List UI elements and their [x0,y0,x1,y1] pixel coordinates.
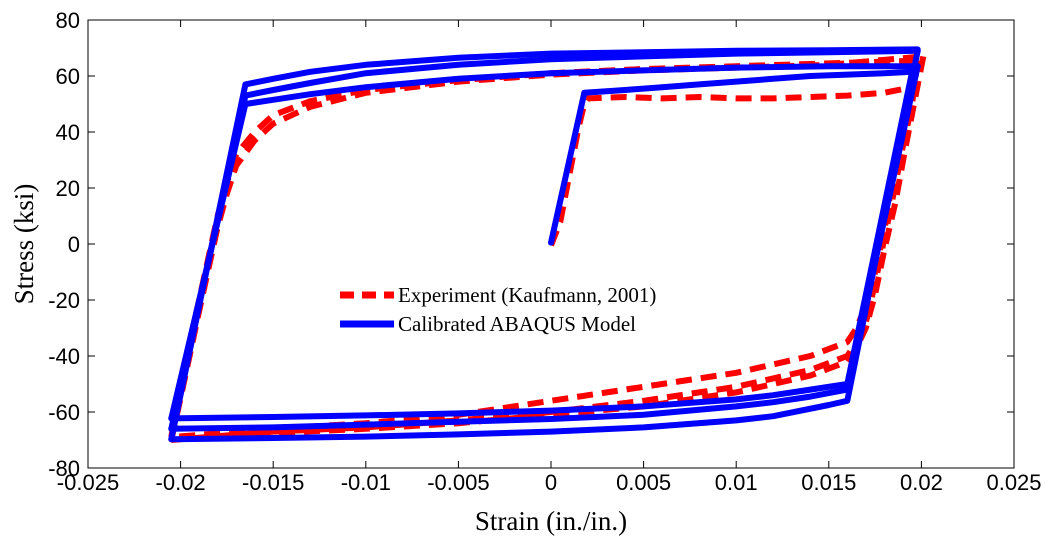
x-tick-label: 0.025 [986,470,1041,495]
y-tick-label: 40 [56,120,80,145]
x-tick-label: -0.02 [156,470,206,495]
y-tick-label: -20 [48,288,80,313]
legend-label-abaqus: Calibrated ABAQUS Model [398,312,636,336]
y-tick-label: -40 [48,344,80,369]
series-line-segment [168,63,921,422]
y-tick-label: -60 [48,400,80,425]
x-tick-label: 0 [545,470,557,495]
x-axis-title: Strain (in./in.) [475,506,627,536]
x-tick-label: 0.02 [900,470,943,495]
y-tick-label: -80 [48,456,80,481]
series-line-segment [171,60,921,443]
y-tick-label: 60 [56,64,80,89]
y-axis: -80 -60 -40 -20 0 20 40 60 80 [48,8,1014,481]
x-tick-label: -0.025 [57,470,119,495]
series-line-segment [168,46,921,443]
y-tick-label: 20 [56,176,80,201]
series-line-segment [168,63,921,432]
legend-label-experiment: Experiment (Kaufmann, 2001) [398,283,656,307]
series-line-segment [548,68,916,246]
x-tick-label: -0.01 [341,470,391,495]
x-tick-label: 0.005 [616,470,671,495]
series-line-segment [168,47,921,443]
x-axis: -0.025 -0.02 -0.015 -0.01 -0.005 0 0.005 0.01 0.… [57,20,1042,495]
x-tick-label: 0.01 [715,470,758,495]
series-layer [168,46,927,443]
series-line-segment [168,68,916,422]
y-tick-label: 80 [56,8,80,33]
x-tick-label: 0.015 [801,470,856,495]
series-abaqus-model [168,46,921,443]
legend: Experiment (Kaufmann, 2001) Calibrated A… [340,283,656,336]
x-tick-label: -0.015 [242,470,304,495]
y-axis-title: Stress (ksi) [9,184,39,305]
x-tick-label: -0.005 [427,470,489,495]
y-tick-label: 0 [68,232,80,257]
